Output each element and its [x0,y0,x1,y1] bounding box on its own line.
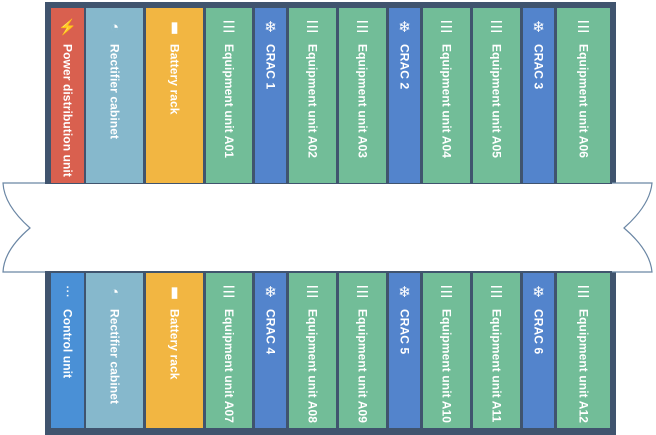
top-row-cabinet[interactable]: ⚡ Power distribution unit [51,8,84,183]
database-icon: ☰ [489,19,504,36]
cabinet-label: Power distribution unit [60,44,75,177]
database-icon: ☰ [222,19,236,36]
cabinet-label: Equipment unit A05 [489,44,504,159]
top-row-cabinet[interactable]: ❄ CRAC 3 [523,8,554,183]
bottom-row-cabinet[interactable]: ☰ Equipment unit A08 [289,273,336,428]
snowflake-icon: ❄ [398,19,411,36]
cabinet-label: Battery rack [167,44,182,115]
snowflake-icon: ❄ [532,284,545,301]
top-row-cabinet[interactable]: ❄ CRAC 1 [255,8,286,183]
battery-icon: ▮ [170,19,179,36]
bottom-row-cabinet[interactable]: ☰ Equipment unit A09 [339,273,386,428]
database-icon: ☰ [305,19,320,36]
cabinet-label: Battery rack [167,309,182,380]
cabinet-label: Equipment unit A01 [222,44,236,159]
database-icon: ☰ [355,284,370,301]
top-row-cabinet[interactable]: ☰ Equipment unit A05 [473,8,520,183]
top-row-cabinet[interactable]: ☰ Equipment unit A04 [423,8,470,183]
database-icon: ☰ [489,284,504,301]
top-row-cabinet[interactable]: ☰ Equipment unit A06 [557,8,610,183]
cabinet-label: Rectifier cabinet [107,44,122,140]
cabinet-label: CRAC 5 [397,309,412,355]
database-icon: ☰ [439,284,454,301]
cabinet-label: Equipment unit A07 [222,309,236,424]
top-row-cabinet[interactable]: ☰ Equipment unit A03 [339,8,386,183]
top-row-cabinet[interactable]: ❄ CRAC 2 [389,8,420,183]
database-icon: ☰ [355,19,370,36]
snowflake-icon: ❄ [264,19,277,36]
battery-icon: ▮ [170,284,179,301]
cabinet-label: CRAC 4 [263,309,278,355]
cabinet-label: Equipment unit A12 [576,309,591,424]
snowflake-icon: ❄ [264,284,277,301]
bottom-row-cabinet[interactable]: ☰ Equipment unit A10 [423,273,470,428]
top-row-cabinet[interactable]: ▮ Battery rack [146,8,203,183]
cabinet-label: Equipment unit A10 [439,309,454,424]
snowflake-icon: ❄ [532,19,545,36]
cabinet-label: CRAC 2 [397,44,412,90]
bottom-row-cabinet[interactable]: ❄ CRAC 6 [523,273,554,428]
top-row-cabinet[interactable]: ◔ Rectifier cabinet [86,8,143,183]
cabinet-label: Equipment unit A03 [355,44,370,159]
cabinet-label: CRAC 1 [263,44,278,90]
cabinet-label: Equipment unit A04 [439,44,454,159]
right-door [612,182,653,273]
cabinet-label: Equipment unit A08 [305,309,320,424]
cabinet-label: Rectifier cabinet [107,309,122,405]
snowflake-icon: ❄ [398,284,411,301]
database-icon: ☰ [439,19,454,36]
cabinet-label: Equipment unit A09 [355,309,370,424]
cabinet-label: Equipment unit A06 [576,44,591,159]
database-icon: ☰ [305,284,320,301]
bottom-row-cabinet[interactable]: ▮ Battery rack [146,273,203,428]
cabinet-label: Control unit [60,309,75,379]
database-icon: ☰ [576,19,591,36]
cabinet-label: Equipment unit A11 [489,309,504,423]
top-row-cabinet[interactable]: ☰ Equipment unit A02 [289,8,336,183]
database-icon: ☰ [222,284,236,301]
bottom-row-cabinet[interactable]: ❄ CRAC 5 [389,273,420,428]
bottom-row-cabinet[interactable]: ◔ Rectifier cabinet [86,273,143,428]
lightning-icon: ⚡ [58,19,77,36]
bottom-row-cabinet[interactable]: ❄ CRAC 4 [255,273,286,428]
bottom-row-cabinet[interactable]: ☰ Equipment unit A07 [206,273,252,428]
cabinet-label: CRAC 3 [531,44,546,90]
gauge-icon: ◔ [109,18,120,36]
database-icon: ☰ [576,284,591,301]
cabinet-label: CRAC 6 [531,309,546,355]
bottom-row-cabinet[interactable]: ⫶ Control unit [51,273,84,428]
top-row-cabinet[interactable]: ☰ Equipment unit A01 [206,8,252,183]
bottom-row-cabinet[interactable]: ☰ Equipment unit A12 [557,273,610,428]
gauge-icon: ◔ [109,283,120,301]
sliders-icon: ⫶ [65,283,70,301]
cabinet-label: Equipment unit A02 [305,44,320,159]
bottom-row-cabinet[interactable]: ☰ Equipment unit A11 [473,273,520,428]
left-door [2,182,45,273]
